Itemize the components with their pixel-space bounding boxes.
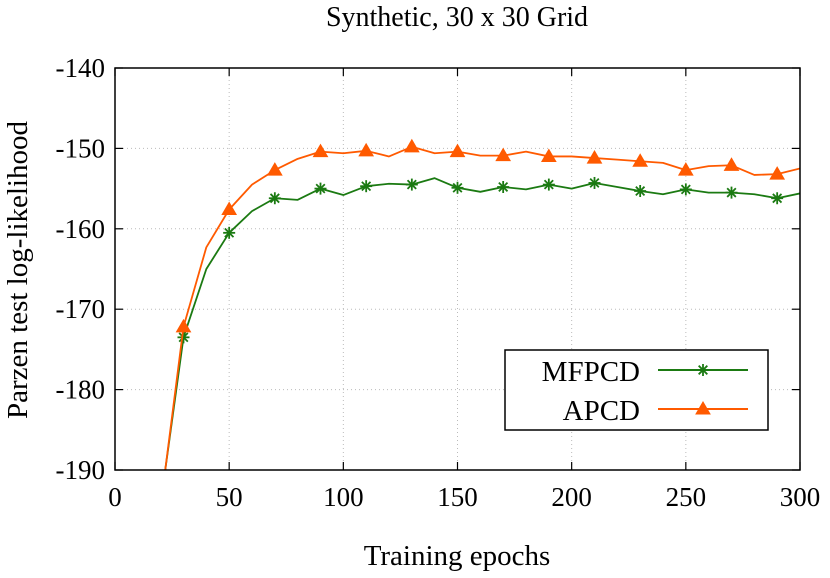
data-point-mfpcd bbox=[634, 185, 647, 198]
series-layer bbox=[164, 138, 800, 470]
data-point-apcd bbox=[175, 318, 192, 333]
data-point-mfpcd bbox=[679, 183, 692, 196]
y-tick-label: -160 bbox=[56, 214, 106, 244]
grid bbox=[115, 68, 800, 470]
data-point-apcd bbox=[632, 153, 649, 167]
x-tick-label: 50 bbox=[216, 482, 243, 512]
legend-label-apcd: APCD bbox=[563, 395, 640, 427]
series-line-mfpcd bbox=[164, 177, 800, 470]
marker-stroke bbox=[361, 181, 372, 192]
legend-marker-mfpcd bbox=[697, 364, 709, 376]
y-tick-label: -190 bbox=[56, 455, 106, 485]
data-point-apcd bbox=[266, 162, 283, 176]
y-tick-label: -140 bbox=[56, 53, 106, 83]
x-tick-label: 200 bbox=[551, 482, 592, 512]
data-point-apcd bbox=[586, 150, 603, 164]
legend-box bbox=[504, 349, 769, 431]
y-tick-label: -180 bbox=[56, 375, 106, 405]
x-tick-label: 300 bbox=[780, 482, 821, 512]
marker-stroke bbox=[589, 178, 600, 188]
marker-stroke bbox=[726, 187, 737, 198]
marker-stroke bbox=[698, 365, 708, 375]
data-point-mfpcd bbox=[497, 180, 510, 193]
legend-label-mfpcd: MFPCD bbox=[542, 356, 640, 388]
chart-title: Synthetic, 30 x 30 Grid bbox=[326, 2, 588, 33]
data-point-apcd bbox=[358, 142, 375, 157]
series-line-apcd bbox=[164, 145, 800, 470]
data-point-apcd bbox=[403, 138, 420, 153]
x-axis-title: Training epochs bbox=[364, 540, 551, 572]
y-tick-label: -150 bbox=[56, 133, 106, 163]
marker-stroke bbox=[224, 227, 235, 238]
data-point-mfpcd bbox=[725, 186, 738, 199]
data-point-mfpcd bbox=[588, 176, 601, 189]
x-tick-label: 0 bbox=[108, 482, 122, 512]
axis-ticks: 0 50 100 150 200 250 300 -190 -180 -170 -160 -150 -1… bbox=[56, 53, 821, 512]
x-tick-label: 250 bbox=[666, 482, 707, 512]
marker-stroke bbox=[315, 183, 326, 194]
marker-stroke bbox=[680, 184, 691, 195]
data-point-mfpcd bbox=[314, 182, 327, 195]
marker-stroke bbox=[406, 179, 417, 190]
data-point-apcd bbox=[769, 166, 786, 180]
y-tick-label: -170 bbox=[56, 294, 106, 324]
data-point-mfpcd bbox=[268, 192, 281, 205]
marker-stroke bbox=[498, 182, 509, 192]
x-tick-label: 100 bbox=[323, 482, 364, 512]
marker-stroke bbox=[178, 332, 189, 343]
data-point-apcd bbox=[312, 143, 329, 158]
data-point-apcd bbox=[495, 147, 512, 162]
marker-stroke bbox=[543, 179, 554, 190]
y-axis-title: Parzen test log-likelihood bbox=[2, 121, 34, 419]
marker-stroke bbox=[452, 182, 463, 193]
marker-stroke bbox=[635, 186, 646, 196]
data-point-apcd bbox=[221, 201, 238, 216]
data-point-mfpcd bbox=[542, 178, 555, 191]
data-point-mfpcd bbox=[771, 192, 784, 205]
data-point-mfpcd bbox=[360, 180, 373, 193]
data-point-mfpcd bbox=[223, 226, 236, 239]
data-point-apcd bbox=[723, 157, 740, 171]
data-point-mfpcd bbox=[451, 181, 464, 194]
data-point-apcd bbox=[449, 143, 466, 158]
x-tick-label: 150 bbox=[437, 482, 478, 512]
marker-stroke bbox=[269, 193, 280, 204]
data-point-apcd bbox=[677, 162, 694, 176]
series-apcd bbox=[164, 138, 800, 470]
data-point-mfpcd bbox=[405, 178, 418, 191]
legend-marker-apcd bbox=[695, 401, 711, 415]
data-point-apcd bbox=[540, 148, 557, 162]
legend: MFPCD APCD bbox=[504, 349, 769, 431]
marker-stroke bbox=[772, 193, 783, 204]
series-mfpcd bbox=[164, 176, 800, 470]
